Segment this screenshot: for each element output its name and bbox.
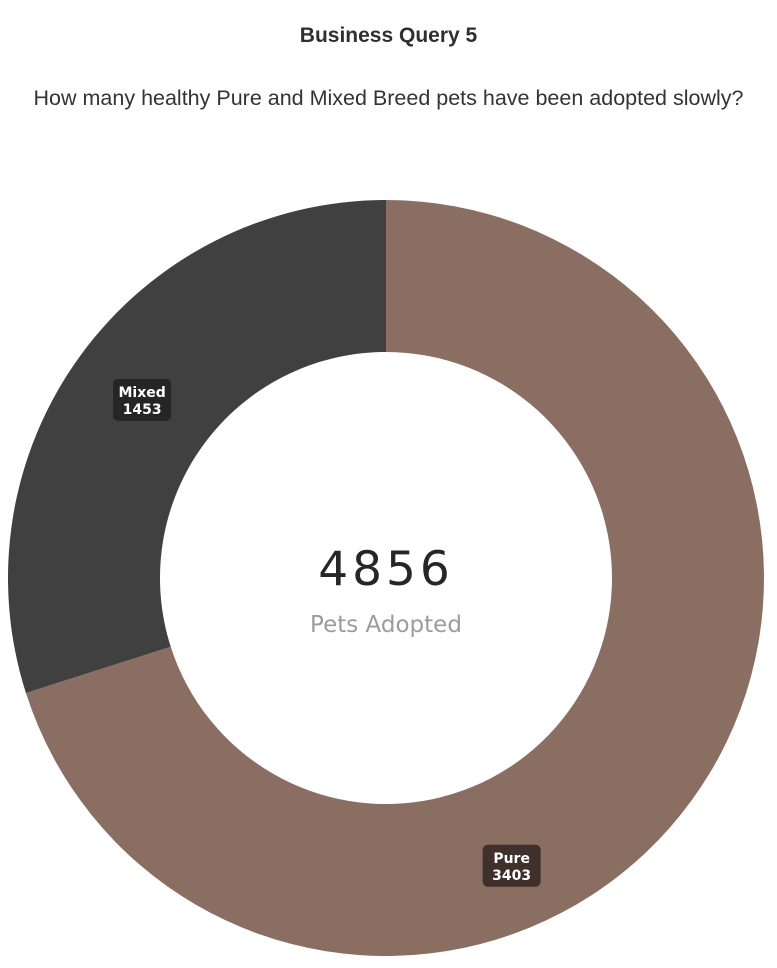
slice-pure xyxy=(25,200,765,956)
chart-title: Business Query 5 xyxy=(299,24,478,47)
center-total-label: Pets Adopted xyxy=(310,612,462,638)
slice-mixed xyxy=(8,200,387,694)
slice-label-box-mixed xyxy=(113,378,172,421)
donut-slices xyxy=(8,200,765,956)
slice-label-value-mixed: 1453 xyxy=(123,402,162,418)
slice-label-value-pure: 3403 xyxy=(492,868,531,884)
slice-label-box-pure xyxy=(482,844,541,887)
slice-label-name-pure: Pure xyxy=(493,851,530,867)
slice-label-name-mixed: Mixed xyxy=(118,385,165,401)
center-total-value: 4856 xyxy=(318,542,454,597)
chart-subtitle: How many healthy Pure and Mixed Breed pe… xyxy=(33,86,744,110)
